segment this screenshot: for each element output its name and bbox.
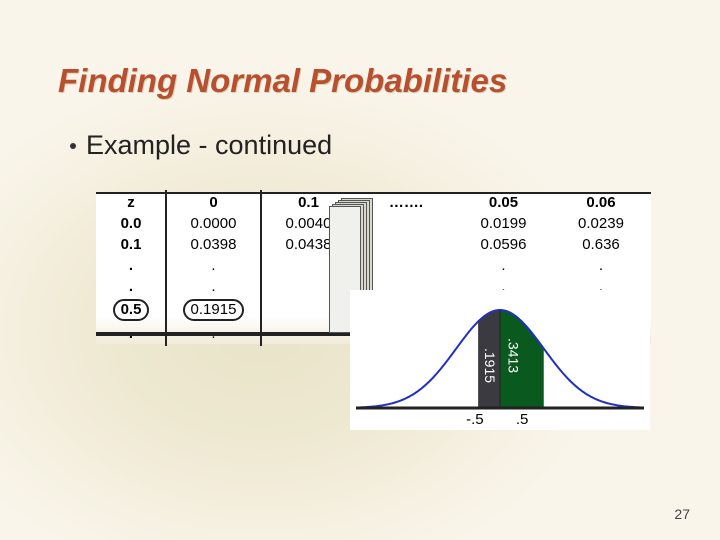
table-cell: . <box>456 255 551 276</box>
table-cell: 0.636 <box>551 234 651 255</box>
bullet-dot <box>70 143 76 149</box>
area-label-right: .3413 <box>506 338 522 373</box>
area-label-left: .1915 <box>482 348 498 383</box>
page-number: 27 <box>674 506 690 522</box>
table-cell: 0.0199 <box>456 213 551 234</box>
tick-label-left: -.5 <box>466 411 484 428</box>
curve-svg <box>350 290 650 430</box>
table-cell: 0.0 <box>96 213 166 234</box>
table-cell: 0.0000 <box>166 213 261 234</box>
table-cell: 0.0239 <box>551 213 651 234</box>
bullet-text: Example - continued <box>86 130 332 161</box>
table-cell: z <box>96 192 166 213</box>
slide-title: Finding Normal Probabilities <box>58 62 507 100</box>
table-cell: 0.5 <box>96 297 166 323</box>
table-cell: 0.0398 <box>166 234 261 255</box>
tick-label-right: .5 <box>516 411 529 428</box>
table-cell: 0.0596 <box>456 234 551 255</box>
bullet-line: Example - continued <box>70 130 332 161</box>
table-cell: . <box>166 276 261 297</box>
table-cell: 0 <box>166 192 261 213</box>
table-cell: 0.1 <box>96 234 166 255</box>
table-cell: . <box>96 276 166 297</box>
table-cell: 0.05 <box>456 192 551 213</box>
table-cell: 0.06 <box>551 192 651 213</box>
table-cell: . <box>551 255 651 276</box>
table-cell: . <box>166 255 261 276</box>
table-cell: 0.1915 <box>166 297 261 323</box>
normal-curve-diagram: .1915 .3413 -.5 .5 <box>350 290 650 430</box>
table-cell: . <box>96 255 166 276</box>
